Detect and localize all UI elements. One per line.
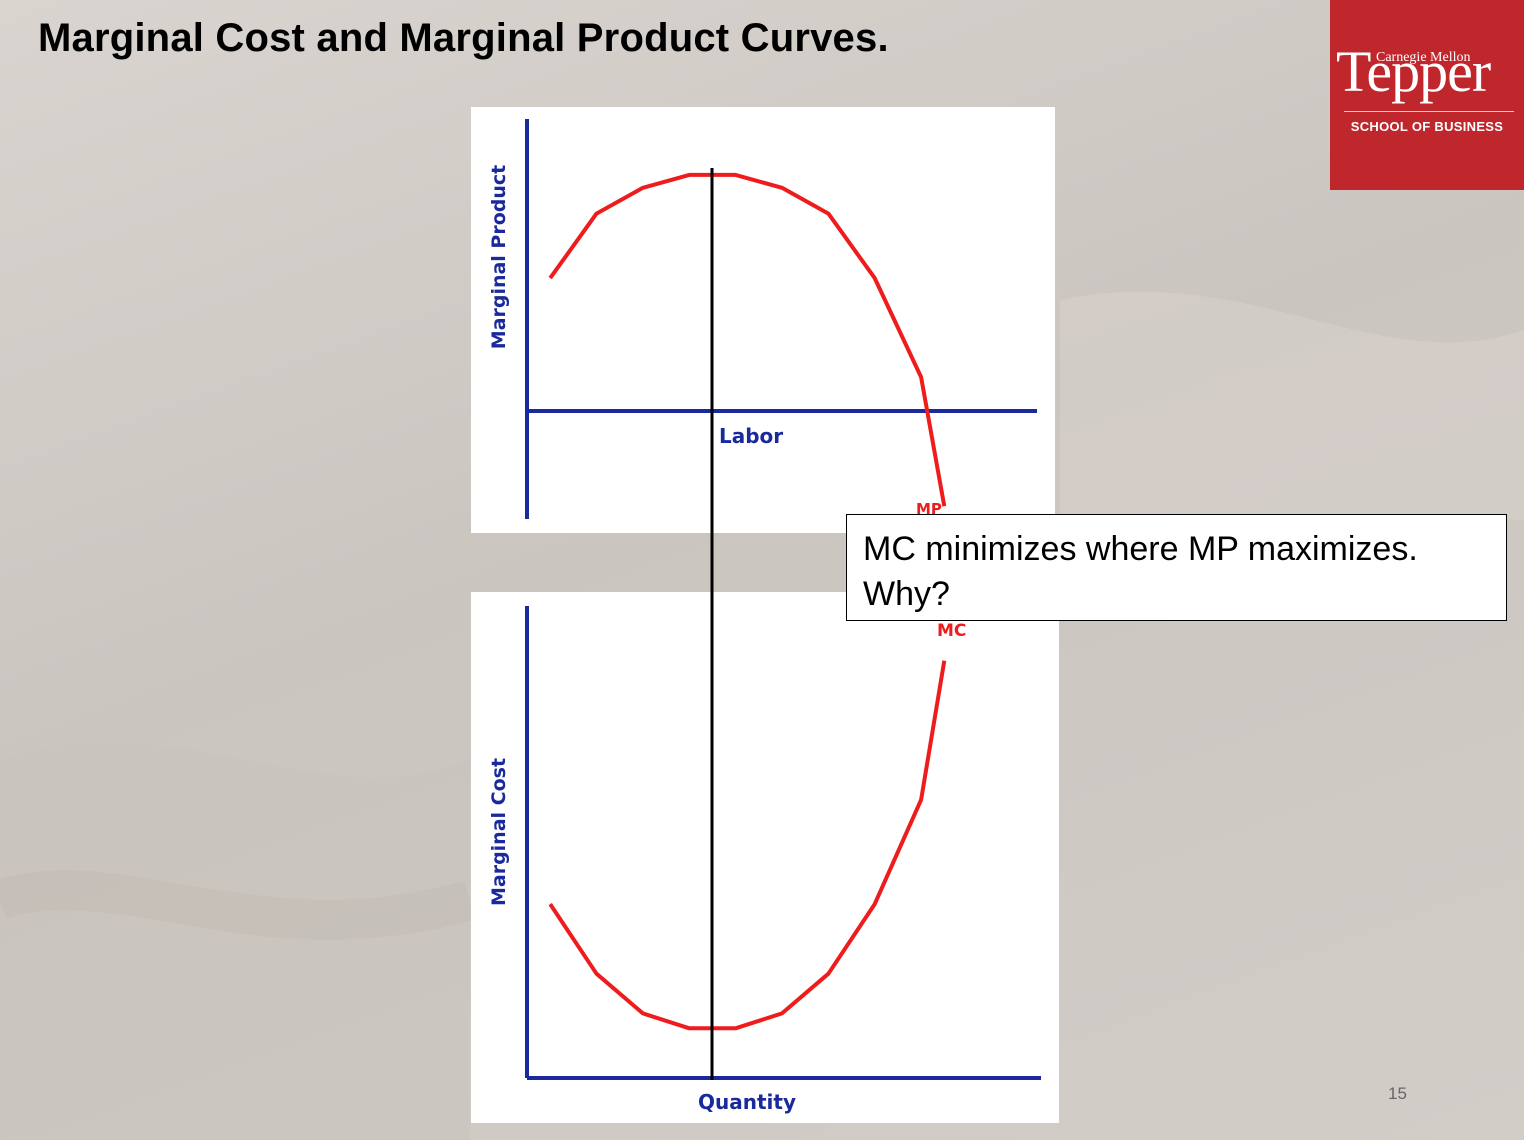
mp-curve xyxy=(548,172,947,507)
logo-top-text: Carnegie Mellon xyxy=(1376,50,1471,65)
tepper-logo: Carnegie Mellon Tepper SCHOOL OF BUSINES… xyxy=(1330,0,1524,190)
mp-y-label: Marginal Product xyxy=(488,165,510,350)
mc-chart-svg: Marginal Cost Quantity MC xyxy=(488,606,1041,1114)
mc-x-label: Quantity xyxy=(698,1090,796,1114)
logo-divider xyxy=(1344,111,1514,112)
callout-box: MC minimizes where MP maximizes. Why? xyxy=(846,514,1507,621)
mc-y-label: Marginal Cost xyxy=(488,758,510,906)
mp-chart: Marginal Product Labor MP xyxy=(471,107,1055,533)
page-number: 15 xyxy=(1388,1084,1407,1103)
mp-series-label: MP xyxy=(916,500,942,518)
mp-x-label: Labor xyxy=(719,424,783,448)
mc-chart: Marginal Cost Quantity MC xyxy=(471,592,1059,1123)
callout-line-1: MC minimizes where MP maximizes. xyxy=(863,530,1418,568)
mc-curve xyxy=(548,660,947,1031)
mc-series-label: MC xyxy=(937,621,966,641)
logo-sub-text: SCHOOL OF BUSINESS xyxy=(1350,119,1504,134)
slide-title: Marginal Cost and Marginal Product Curve… xyxy=(38,16,889,60)
mp-chart-svg: Marginal Product Labor MP xyxy=(488,119,1037,519)
logo-main-text: Tepper xyxy=(1336,39,1491,104)
callout-line-2: Why? xyxy=(863,575,950,613)
